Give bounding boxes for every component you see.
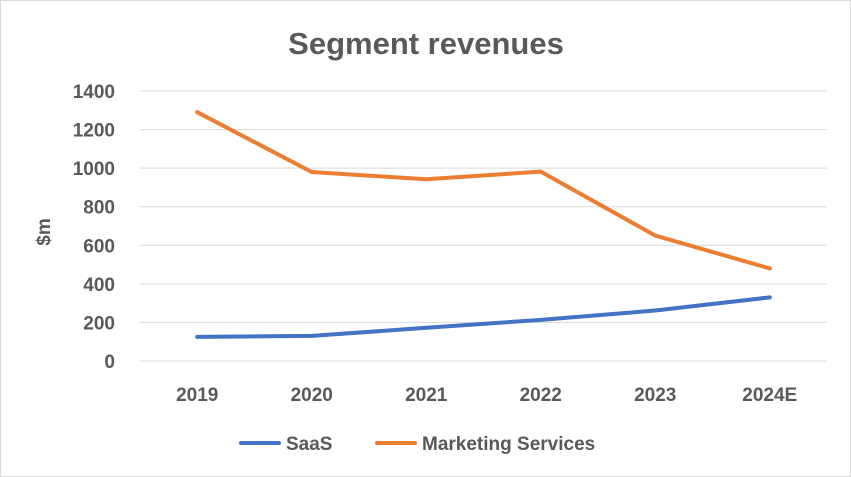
x-tick-label: 2019 <box>176 385 218 406</box>
legend-label: Marketing Services <box>422 434 595 455</box>
data-point <box>538 317 543 322</box>
series-line-0 <box>195 295 772 339</box>
data-point <box>195 110 200 115</box>
y-tick-label: 1000 <box>73 159 115 180</box>
data-point <box>653 233 658 238</box>
y-tick-label: 1400 <box>73 82 115 103</box>
data-point <box>309 333 314 338</box>
series-lines <box>195 110 772 339</box>
chart-title: Segment revenues <box>288 26 564 61</box>
data-point <box>538 169 543 174</box>
x-tick-label: 2023 <box>634 385 676 406</box>
y-tick-label: 1200 <box>73 121 115 142</box>
y-axis-ticks: 0 200 400 600 800 1000 1200 1400 <box>73 82 115 373</box>
x-tick-label: 2020 <box>291 385 333 406</box>
y-tick-label: 800 <box>83 198 115 219</box>
gridlines <box>140 90 827 362</box>
data-point <box>767 266 772 271</box>
data-point <box>424 177 429 182</box>
x-tick-label: 2022 <box>520 385 562 406</box>
data-point <box>767 295 772 300</box>
x-axis-ticks: 2019 2020 2021 2022 2023 2024E <box>176 385 797 406</box>
x-tick-label: 2021 <box>405 385 448 406</box>
legend: SaaS Marketing Services <box>239 434 595 455</box>
data-point <box>653 308 658 313</box>
y-tick-label: 0 <box>104 352 115 373</box>
data-point <box>195 334 200 339</box>
y-tick-label: 400 <box>83 275 115 296</box>
data-point <box>309 170 314 174</box>
x-tick-label: 2024E <box>742 385 797 406</box>
series-line-1 <box>195 110 772 271</box>
y-tick-label: 200 <box>83 313 115 334</box>
data-point <box>424 325 429 330</box>
y-tick-label: 600 <box>83 236 115 257</box>
legend-label: SaaS <box>286 434 332 455</box>
y-axis-title: $m <box>34 218 55 245</box>
